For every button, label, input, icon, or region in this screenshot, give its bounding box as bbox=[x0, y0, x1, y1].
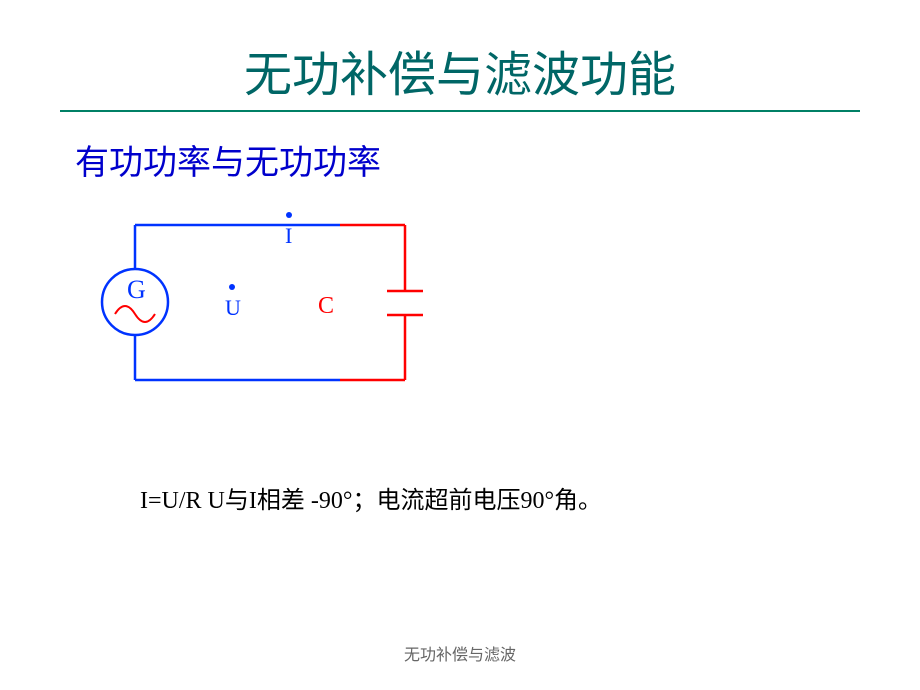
formula-text: I=U/R U与I相差 -90°；电流超前电压90°角。 bbox=[140, 480, 602, 515]
title-underline bbox=[60, 110, 860, 112]
slide: 无功补偿与滤波功能 有功功率与无功功率 G I U C I=U/R U与I相差 -90… bbox=[0, 0, 920, 690]
circuit-diagram: G I U C bbox=[85, 205, 425, 405]
footer-text: 无功补偿与滤波 bbox=[0, 641, 920, 665]
section-subtitle: 有功功率与无功功率 bbox=[75, 135, 381, 184]
svg-text:G: G bbox=[127, 275, 146, 304]
svg-text:I: I bbox=[285, 223, 292, 248]
svg-text:C: C bbox=[318, 293, 334, 319]
page-title: 无功补偿与滤波功能 bbox=[0, 35, 920, 105]
svg-text:U: U bbox=[225, 295, 241, 320]
